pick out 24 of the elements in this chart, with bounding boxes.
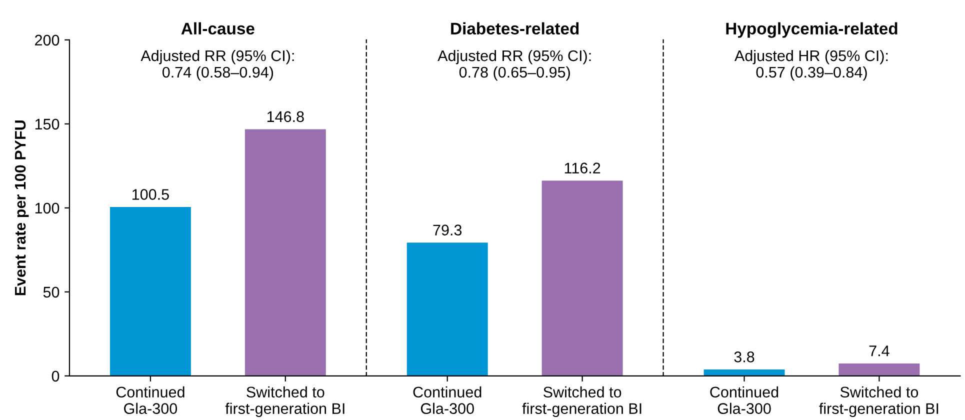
chart-title: All-cause <box>181 22 254 35</box>
annotation: Adjusted HR (95% CI): 0.57 (0.39–0.84) <box>734 50 888 81</box>
data-label: 7.4 <box>869 346 890 356</box>
y-tick-label: 200 <box>35 34 60 46</box>
annotation: Adjusted RR (95% CI): 0.78 (0.65–0.95) <box>438 50 591 81</box>
annotation: Adjusted RR (95% CI): 0.74 (0.58–0.94) <box>140 50 294 81</box>
data-label: 100.5 <box>132 189 169 200</box>
data-label: 116.2 <box>564 162 600 174</box>
chart-title: Hypoglycemia-related <box>726 22 898 38</box>
x-tick-label: Switched to first-generation BI <box>225 386 344 418</box>
x-tick-label: Continued Gla-300 <box>710 386 778 414</box>
data-label: 146.8 <box>267 111 304 122</box>
y-tick-label: 0 <box>52 370 60 382</box>
x-tick-label: Switched to first-generation BI <box>522 386 642 418</box>
y-axis-title: Event rate per 100 PYFU <box>14 120 29 296</box>
y-tick-label: 150 <box>35 118 60 130</box>
y-tick-label: 100 <box>35 202 60 214</box>
chart-title: Diabetes-related <box>451 22 579 35</box>
y-tick-label: 50 <box>43 286 60 298</box>
data-label: 3.8 <box>734 352 754 362</box>
x-tick-label: Switched to first-generation BI <box>819 386 938 418</box>
x-tick-label: Continued Gla-300 <box>413 386 482 414</box>
data-label: 79.3 <box>433 224 462 236</box>
x-tick-label: Continued Gla-300 <box>116 386 184 414</box>
